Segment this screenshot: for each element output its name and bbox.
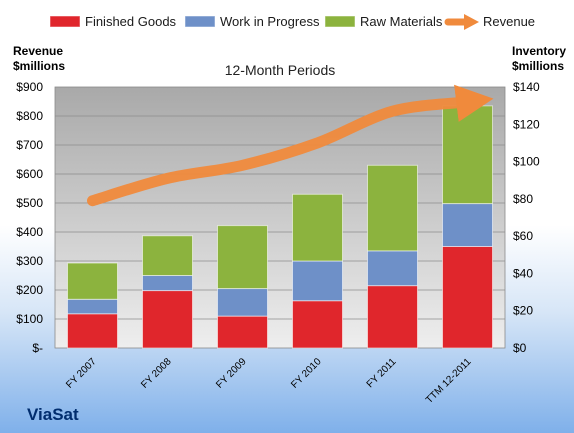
bar-work-in-progress — [367, 250, 418, 287]
legend-swatch — [324, 15, 356, 28]
bar-work-in-progress — [292, 260, 343, 302]
legend-label: Revenue — [483, 14, 535, 29]
bar-raw-materials — [67, 262, 118, 300]
right-tick-label: $60 — [513, 229, 533, 243]
company-name: ViaSat — [27, 405, 79, 424]
left-tick-label: $200 — [16, 283, 43, 297]
gridlines — [55, 115, 505, 320]
right-tick-label: $140 — [513, 80, 540, 94]
bar-finished-goods — [67, 313, 118, 349]
right-tick-label: $120 — [513, 117, 540, 131]
bar-finished-goods — [367, 285, 418, 349]
bar-work-in-progress — [142, 275, 193, 292]
legend: Finished Goods Work in Progress Raw Materi… — [49, 14, 535, 30]
left-tick-label: $800 — [16, 109, 43, 123]
category-label: FY 2007 — [64, 356, 99, 391]
bars — [67, 105, 493, 349]
left-axis-title-line1: Revenue — [13, 44, 63, 58]
category-label: FY 2008 — [139, 356, 174, 391]
right-tick-label: $20 — [513, 304, 533, 318]
left-tick-label: $300 — [16, 254, 43, 268]
legend-swatch — [49, 15, 81, 28]
bar-work-in-progress — [442, 203, 493, 247]
legend-label: Raw Materials — [360, 14, 443, 29]
category-label: FY 2009 — [214, 356, 249, 391]
legend-label: Finished Goods — [85, 14, 177, 29]
right-axis-title-line1: Inventory — [512, 44, 566, 58]
bar-finished-goods — [292, 300, 343, 349]
bar-raw-materials — [142, 235, 193, 277]
revenue-line-layer — [87, 84, 494, 207]
legend-swatch — [184, 15, 216, 28]
left-tick-label: $400 — [16, 225, 43, 239]
left-tick-label: $100 — [16, 312, 43, 326]
category-label: TTM 12-2011 — [424, 356, 474, 406]
bar-work-in-progress — [217, 288, 268, 317]
bar-work-in-progress — [67, 298, 118, 315]
bar-raw-materials — [292, 193, 343, 262]
plot-area — [54, 86, 506, 349]
left-tick-label: $700 — [16, 138, 43, 152]
left-tick-label: $900 — [16, 80, 43, 94]
left-tick-label: $- — [32, 341, 43, 355]
category-label: FY 2010 — [289, 356, 324, 391]
left-axis-title-line2: $millions — [13, 59, 65, 73]
bar-finished-goods — [217, 315, 268, 349]
right-tick-label: $100 — [513, 155, 540, 169]
left-tick-label: $600 — [16, 167, 43, 181]
bar-raw-materials — [442, 105, 493, 205]
legend-item-work-in-progress: Work in Progress — [184, 14, 320, 29]
legend-item-revenue: Revenue — [444, 14, 535, 30]
right-tick-label: $40 — [513, 266, 533, 280]
bar-raw-materials — [217, 225, 268, 290]
bar-finished-goods — [142, 290, 193, 349]
right-tick-label: $0 — [513, 341, 527, 355]
chart-subtitle: 12-Month Periods — [225, 62, 336, 78]
right-axis-ticks: $0 $20 $40 $60 $80 $100 $120 $140 — [513, 80, 540, 355]
bar-raw-materials — [367, 164, 418, 252]
revenue-line — [87, 84, 494, 207]
legend-item-finished-goods: Finished Goods — [49, 14, 177, 29]
bar-finished-goods — [442, 246, 493, 349]
left-axis-ticks: $- $100 $200 $300 $400 $500 $600 $700 $800 $900 — [16, 80, 43, 355]
left-tick-label: $500 — [16, 196, 43, 210]
legend-item-raw-materials: Raw Materials — [324, 14, 443, 29]
category-label: FY 2011 — [365, 356, 399, 390]
category-labels: FY 2007 FY 2008 FY 2009 FY 2010 FY 2011 TTM 1… — [64, 356, 474, 406]
legend-label: Work in Progress — [220, 14, 320, 29]
right-axis-title-line2: $millions — [512, 59, 564, 73]
legend-arrow — [464, 14, 479, 30]
right-tick-label: $80 — [513, 192, 533, 206]
